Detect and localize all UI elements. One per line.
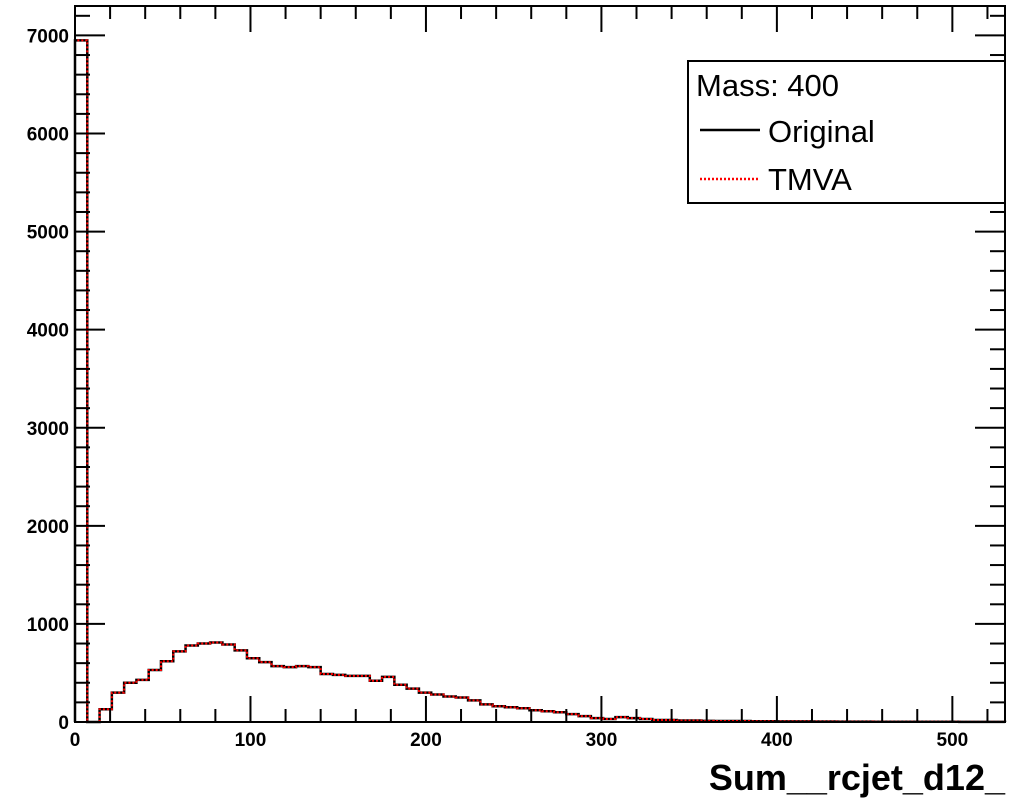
legend-label-tmva: TMVA [768,162,852,197]
legend: Mass: 400 Original TMVA [687,60,1006,204]
y-tick-label: 4000 [27,321,69,342]
x-tick-label: 500 [937,730,969,751]
y-tick-label: 5000 [27,223,69,244]
x-tick-label: 400 [761,730,793,751]
x-tick-label: 0 [70,730,81,751]
x-tick-label: 100 [235,730,267,751]
x-axis-label: Sum__rcjet_d12_ [709,757,1006,798]
y-tick-label: 0 [58,713,69,734]
y-tick-label: 3000 [27,419,69,440]
legend-title: Mass: 400 [696,68,839,103]
legend-label-original: Original [768,114,875,149]
y-tick-label: 1000 [27,615,69,636]
y-tick-label: 2000 [27,517,69,538]
plot-frame [74,5,1006,723]
x-tick-label: 200 [410,730,442,751]
y-tick-label: 7000 [27,26,69,47]
x-tick-label: 300 [586,730,618,751]
y-tick-label: 6000 [27,125,69,146]
